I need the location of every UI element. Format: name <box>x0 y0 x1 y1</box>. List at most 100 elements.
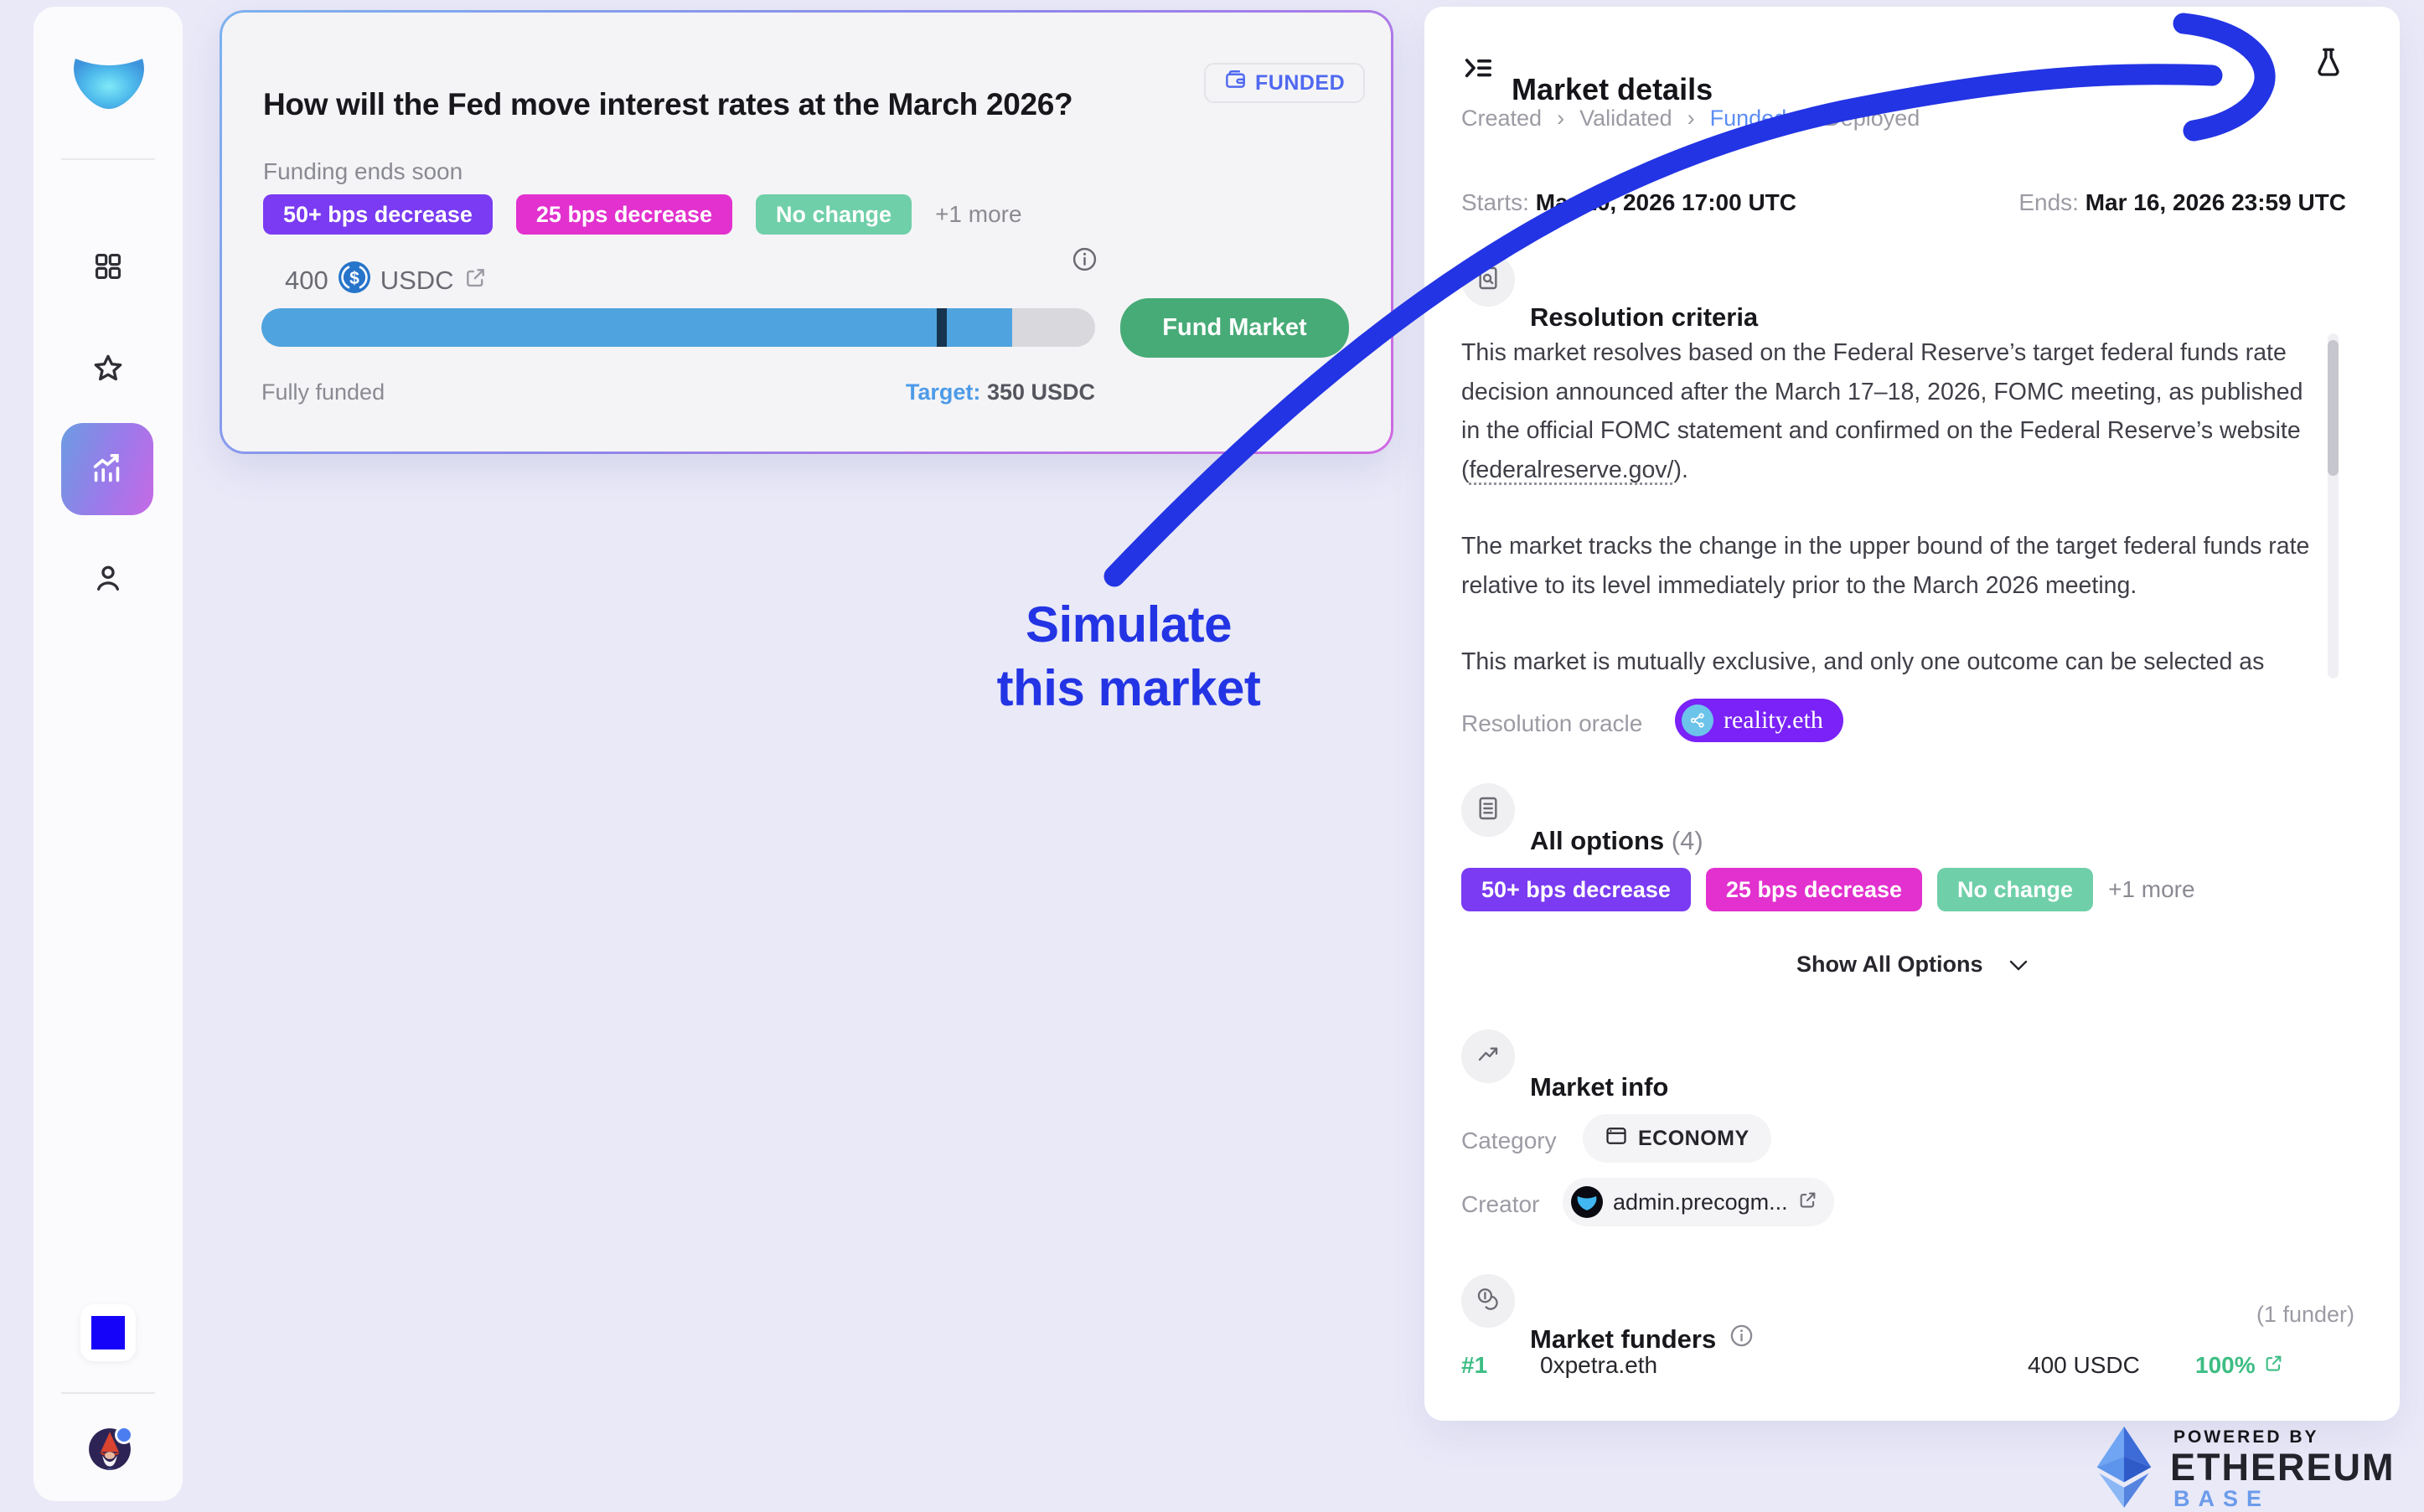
powered-by-logo: POWERED BY ETHEREUM BASE <box>2075 1422 2418 1511</box>
breadcrumb-step-funded: Funded <box>1709 106 1787 131</box>
starts-label: Starts: <box>1461 189 1529 215</box>
all-options-count: (4) <box>1671 826 1703 855</box>
scrollbar-track[interactable] <box>2328 333 2339 679</box>
funder-name[interactable]: 0xpetra.eth <box>1540 1352 1658 1378</box>
scrollbar-thumb[interactable] <box>2328 340 2339 476</box>
status-badge: FUNDED <box>1204 63 1366 103</box>
option-chip: 25 bps decrease <box>1705 868 1923 911</box>
annotation-line-2: this market <box>996 660 1261 716</box>
user-avatar[interactable] <box>88 1426 133 1471</box>
usdc-coin-icon: $ <box>338 261 370 300</box>
share-nodes-icon <box>1682 704 1713 736</box>
sidebar-item-profile[interactable] <box>78 550 138 610</box>
funder-share[interactable]: 100% <box>2195 1352 2283 1379</box>
target-label: Target: <box>905 379 981 405</box>
external-link-icon <box>2264 1352 2283 1379</box>
funding-progress-bar <box>261 308 1095 347</box>
info-icon[interactable] <box>1072 246 1098 276</box>
funder-amount: 400 USDC <box>2028 1352 2140 1378</box>
breadcrumb-step-created: Created <box>1461 106 1543 131</box>
section-icon-wrap <box>1461 253 1515 307</box>
funding-note: Funding ends soon <box>263 158 463 184</box>
fund-market-button[interactable]: Fund Market <box>1120 298 1349 358</box>
blue-square <box>91 1316 125 1349</box>
progress-caption-row: Fully funded Target: 350 USDC <box>261 379 1095 405</box>
breadcrumb-separator: › <box>1557 106 1565 131</box>
ends-group: Ends: Mar 16, 2026 23:59 UTC <box>2018 189 2346 216</box>
coins-icon <box>1475 1286 1501 1317</box>
oracle-name: reality.eth <box>1724 706 1823 734</box>
breadcrumb-separator: › <box>1801 106 1810 131</box>
market-info-heading: Market info <box>1530 1072 1669 1102</box>
creator-label: Creator <box>1461 1191 1540 1217</box>
sidebar-item-dashboard[interactable] <box>78 238 138 298</box>
breadcrumb-step-deployed: Deployed <box>1824 106 1920 131</box>
status-badge-label: FUNDED <box>1255 70 1346 95</box>
funding-amount: 400 <box>285 266 328 295</box>
markets-chart-icon <box>88 448 127 491</box>
base-text: BASE <box>2173 1486 2271 1511</box>
section-icon-wrap <box>1461 1274 1515 1328</box>
market-card: How will the Fed move interest rates at … <box>220 10 1393 454</box>
more-options-label: +1 more <box>2108 876 2195 902</box>
category-pill[interactable]: ECONOMY <box>1583 1114 1771 1163</box>
ends-label: Ends: <box>2018 189 2079 215</box>
precog-logo[interactable] <box>70 50 147 112</box>
creator-pill[interactable]: admin.precogm... <box>1563 1178 1834 1226</box>
doc-search-icon <box>1475 265 1501 296</box>
section-icon-wrap <box>1461 1030 1515 1083</box>
category-label: Category <box>1461 1128 1557 1153</box>
progress-fill <box>261 308 1012 347</box>
annotation-line-1: Simulate <box>1025 596 1233 653</box>
funding-amount-row: 400 $ USDC <box>285 261 487 300</box>
option-chip: 50+ bps decrease <box>1461 868 1691 911</box>
panel-title: Market details <box>1512 71 1713 106</box>
simulate-annotation: Simulate this market <box>877 593 1380 720</box>
show-all-options-button[interactable]: Show All Options <box>1424 952 2400 978</box>
grid-icon <box>92 250 124 286</box>
option-chip: No change <box>1937 868 2094 911</box>
window-icon <box>1605 1124 1628 1153</box>
divider <box>61 1392 155 1394</box>
external-link-icon <box>1798 1190 1817 1214</box>
resolution-paragraph-2: The market tracks the change in the uppe… <box>1461 533 2310 599</box>
market-title: How will the Fed move interest rates at … <box>263 86 1073 121</box>
all-options-title: All options <box>1530 826 1665 855</box>
sidebar-item-favorites[interactable] <box>78 340 138 400</box>
blue-square-tile[interactable] <box>80 1304 136 1361</box>
target-caption: Target: 350 USDC <box>906 379 1095 405</box>
section-icon-wrap <box>1461 783 1515 837</box>
person-icon <box>91 561 125 599</box>
breadcrumb-step-validated: Validated <box>1579 106 1672 131</box>
notification-dot <box>115 1426 133 1444</box>
resolution-paragraph-3: This market is mutually exclusive, and o… <box>1461 648 2265 675</box>
resolution-text: ). <box>1673 456 1688 483</box>
list-icon <box>1475 795 1501 826</box>
resolution-paragraph-1: This market resolves based on the Federa… <box>1461 333 2319 489</box>
market-times-row: Starts: Mar 10, 2026 17:00 UTC Ends: Mar… <box>1461 189 2346 216</box>
breadcrumb-separator: › <box>1687 106 1695 131</box>
ethereum-text: ETHEREUM <box>2170 1446 2396 1489</box>
category-value: ECONOMY <box>1638 1126 1750 1150</box>
oracle-badge[interactable]: reality.eth <box>1675 699 1843 742</box>
sidebar <box>34 7 183 1501</box>
info-icon[interactable] <box>1729 1324 1754 1355</box>
star-icon <box>91 352 125 390</box>
starts-group: Starts: Mar 10, 2026 17:00 UTC <box>1461 189 1796 216</box>
external-link-icon[interactable] <box>464 266 487 296</box>
all-options-heading: All options (4) <box>1530 826 1703 856</box>
creator-avatar <box>1571 1186 1603 1218</box>
more-options-label: +1 more <box>935 201 1022 227</box>
funder-share-value: 100% <box>2195 1352 2256 1378</box>
sidebar-item-markets[interactable] <box>61 423 153 515</box>
option-chip-row: 50+ bps decrease 25 bps decrease No chan… <box>1461 868 2195 911</box>
wallet-icon <box>1224 69 1247 97</box>
ends-value: Mar 16, 2026 23:59 UTC <box>2085 189 2346 215</box>
creator-value: admin.precogm... <box>1613 1189 1788 1215</box>
federalreserve-link[interactable]: federalreserve.gov/ <box>1469 456 1674 483</box>
funded-status-label: Fully funded <box>261 379 385 405</box>
panel-collapse-icon[interactable] <box>1461 52 1495 90</box>
flask-icon[interactable] <box>2311 45 2346 85</box>
ethereum-diamond-logo <box>2096 1426 2152 1509</box>
